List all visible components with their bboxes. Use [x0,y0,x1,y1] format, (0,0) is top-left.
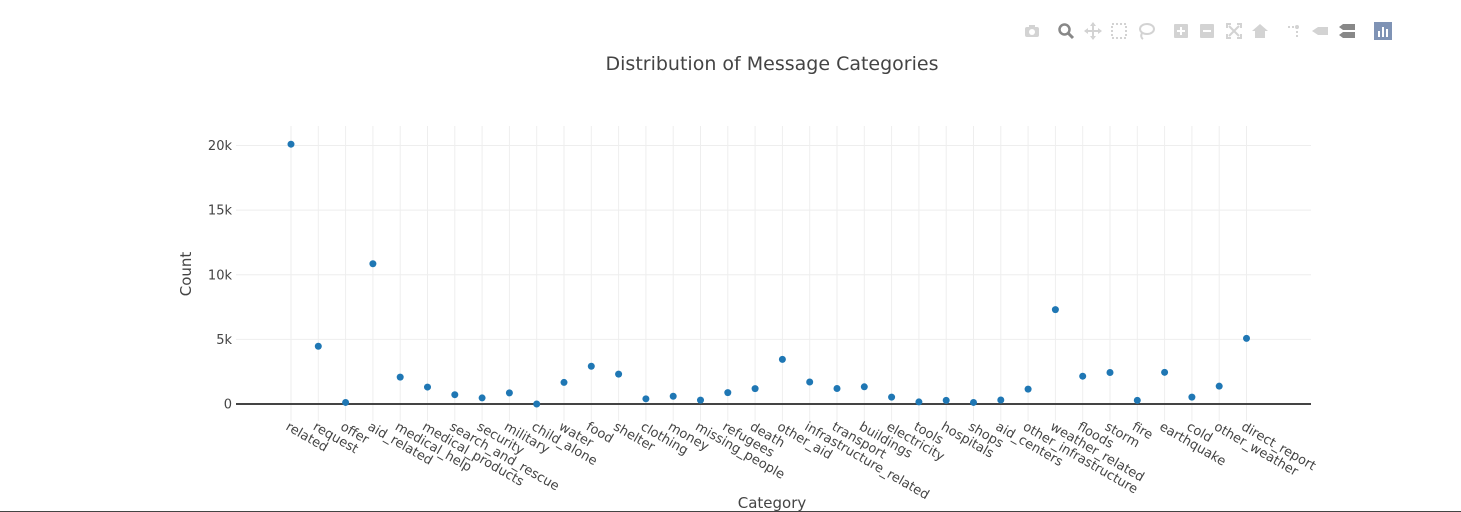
data-point[interactable] [369,260,377,268]
data-point[interactable] [1106,368,1114,376]
lasso-select-icon[interactable] [1136,21,1156,41]
y-tick-label: 15k [208,204,233,219]
data-point[interactable] [1243,334,1250,342]
data-point[interactable] [860,383,868,391]
chart-modebar [1018,18,1398,44]
data-point[interactable] [669,392,677,400]
data-point[interactable] [1188,393,1196,401]
data-point[interactable] [697,396,704,404]
data-point[interactable] [751,385,759,393]
data-point[interactable] [505,389,513,397]
data-point[interactable] [942,396,950,404]
data-point[interactable] [478,394,486,402]
plotly-logo-icon[interactable] [1373,21,1393,41]
chart-title: Distribution of Message Categories [606,53,939,75]
data-point[interactable] [833,384,841,392]
y-tick-label: 0 [224,398,232,413]
camera-icon[interactable] [1022,21,1042,41]
data-point[interactable] [724,389,732,397]
hover-closest-icon[interactable] [1310,21,1330,41]
data-point[interactable] [1051,306,1059,314]
data-point[interactable] [342,398,350,406]
data-point[interactable] [615,370,623,378]
zoom-out-icon[interactable] [1197,21,1217,41]
data-point[interactable] [424,383,431,391]
data-point[interactable] [915,398,923,406]
y-tick-label: 10k [208,268,233,283]
data-point[interactable] [1024,385,1032,393]
spike-lines-icon[interactable] [1284,21,1304,41]
autoscale-icon[interactable] [1224,21,1244,41]
data-point[interactable] [314,342,322,350]
data-point[interactable] [778,355,786,363]
data-point[interactable] [1079,372,1087,380]
data-point[interactable] [642,395,650,403]
y-tick-label: 5k [216,333,232,348]
data-point[interactable] [888,393,896,401]
pan-icon[interactable] [1083,21,1103,41]
data-point[interactable] [560,378,568,386]
data-point[interactable] [451,391,459,399]
y-tick-label: 20k [208,139,233,154]
x-axis-title: Category [738,494,807,512]
data-point[interactable] [997,396,1005,404]
data-point[interactable] [1133,396,1141,404]
data-point[interactable] [806,378,814,386]
data-point[interactable] [287,140,295,148]
data-point[interactable] [970,398,977,406]
zoom-icon[interactable] [1056,21,1076,41]
zoom-in-icon[interactable] [1171,21,1191,41]
hover-compare-icon[interactable] [1337,21,1357,41]
data-point[interactable] [396,373,404,381]
data-point[interactable] [1161,368,1169,376]
data-point[interactable] [587,362,595,370]
y-axis-title: Count [177,252,195,297]
data-point[interactable] [1215,382,1223,390]
reset-axes-icon[interactable] [1250,21,1270,41]
marker-layer [287,140,1250,408]
box-select-icon[interactable] [1109,21,1129,41]
data-point[interactable] [533,400,541,408]
label-layer: 05k10k15k20krelatedrequestofferaid_relat… [208,139,1318,503]
